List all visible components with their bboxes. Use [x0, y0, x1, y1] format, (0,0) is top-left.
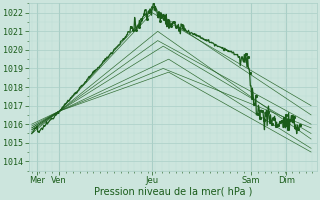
X-axis label: Pression niveau de la mer( hPa ): Pression niveau de la mer( hPa )	[93, 187, 252, 197]
